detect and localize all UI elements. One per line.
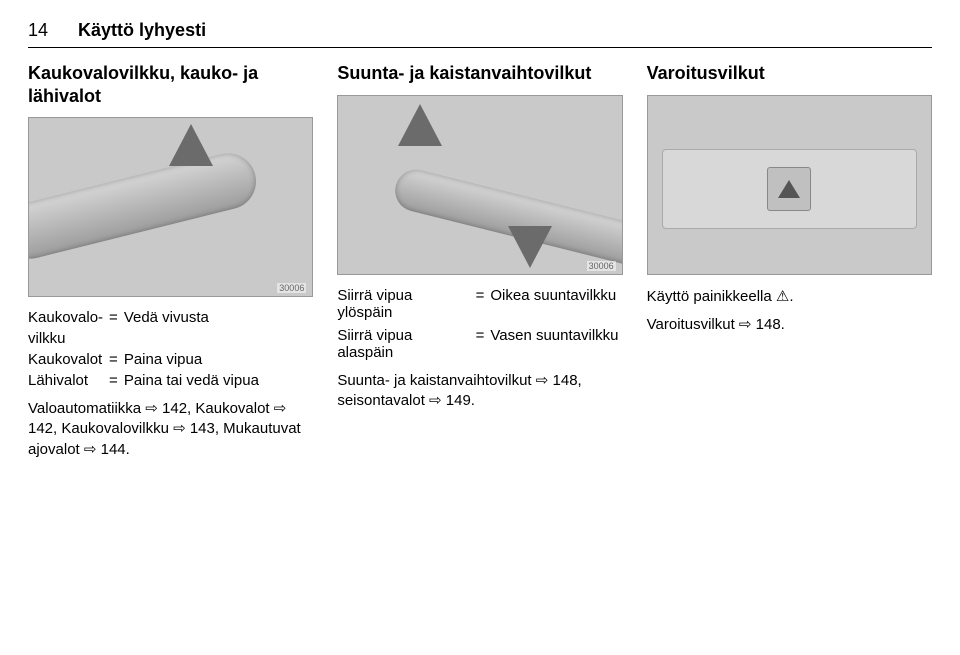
col1-illustration: 30006: [28, 117, 313, 297]
col3-line1: Käyttö painikkeella ⚠.: [647, 287, 932, 307]
def-value: Vasen suuntavilkku: [490, 327, 622, 361]
col2-definitions: Siirrä vipua ylöspäin = Oikea suuntavilk…: [337, 287, 622, 361]
def-value: Vedä vivusta: [124, 309, 314, 326]
def-value: Paina vipua: [124, 351, 314, 368]
def-value: [124, 330, 314, 347]
def-term: Siirrä vipua alaspäin: [337, 327, 469, 361]
def-eq: =: [109, 372, 118, 389]
def-eq: =: [109, 351, 118, 368]
column-2: Suunta- ja kaistanvaihtovilkut 30006 Sii…: [337, 62, 622, 468]
page-number: 14: [28, 20, 48, 41]
col3-line2: Varoitusvilkut ⇨ 148.: [647, 315, 932, 335]
col3-illustration: [647, 95, 932, 275]
def-eq: =: [476, 327, 485, 361]
column-1: Kaukovalovilkku, kauko- ja lähivalot 300…: [28, 62, 313, 468]
def-eq: =: [476, 287, 485, 321]
def-term: Kaukovalot: [28, 351, 103, 368]
chapter-title: Käyttö lyhyesti: [78, 20, 206, 41]
col2-heading: Suunta- ja kaistanvaihtovilkut: [337, 62, 622, 85]
col3-heading: Varoitusvilkut: [647, 62, 932, 85]
illustration-id: 30006: [277, 283, 306, 293]
def-value: Paina tai vedä vipua: [124, 372, 314, 389]
col2-paragraph: Suunta- ja kaistanvaihtovilkut ⇨ 148, se…: [337, 371, 622, 412]
def-term: Siirrä vipua ylöspäin: [337, 287, 469, 321]
column-3: Varoitusvilkut Käyttö painikkeella ⚠. Va…: [647, 62, 932, 468]
hazard-button: [767, 167, 811, 211]
col1-definitions: Kaukovalo- = Vedä vivusta vilkku Kaukova…: [28, 309, 313, 389]
def-term: Lähivalot: [28, 372, 103, 389]
illustration-id: 30006: [587, 261, 616, 271]
col2-illustration: 30006: [337, 95, 622, 275]
def-eq: [109, 330, 118, 347]
def-eq: =: [109, 309, 118, 326]
def-term: Kaukovalo-: [28, 309, 103, 326]
col1-paragraph: Valoautomatiikka ⇨ 142, Kaukovalot ⇨ 142…: [28, 399, 313, 460]
def-value: Oikea suuntavilkku: [490, 287, 622, 321]
def-term: vilkku: [28, 330, 103, 347]
col1-heading: Kaukovalovilkku, kauko- ja lähivalot: [28, 62, 313, 107]
